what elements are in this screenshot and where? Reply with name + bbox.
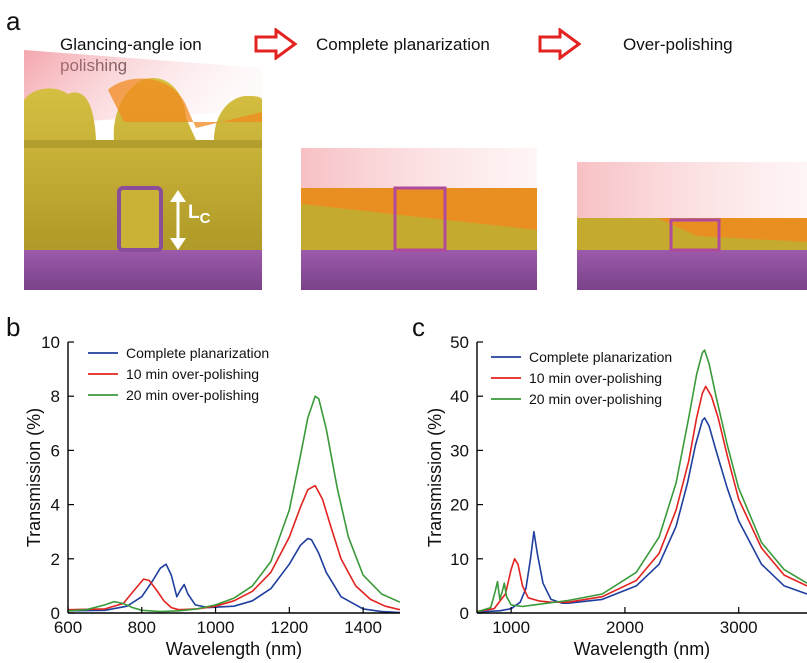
y-tick-label: 0 — [51, 604, 60, 623]
chart-c: 1000 2000 3000 0 10 20 30 40 50 Wavelength (nm) Tr… — [425, 333, 807, 659]
y-tick-label: 8 — [51, 387, 60, 406]
over-polishing-scene — [577, 162, 807, 290]
y-tick-label: 0 — [460, 604, 469, 623]
chart-b: 600 800 1000 1200 1400 0 2 4 6 8 10 Wavelength (nm)… — [24, 333, 400, 659]
panel-a-letter: a — [6, 6, 21, 36]
process-arrow-icon — [254, 28, 298, 60]
x-tick-label: 1000 — [197, 618, 235, 637]
panel-c-letter: c — [412, 312, 425, 342]
legend-label: Complete planarization — [126, 345, 269, 361]
y-tick-label: 50 — [450, 333, 469, 352]
panel-b-letter: b — [6, 312, 21, 342]
step-label-over-polishing: Over-polishing — [623, 35, 733, 54]
x-tick-label: 1000 — [492, 618, 530, 637]
process-arrow-icon — [538, 28, 582, 60]
legend-label: 20 min over-polishing — [126, 387, 259, 403]
ion-polishing-scene — [24, 50, 262, 290]
series-line-2 — [477, 385, 807, 613]
y-tick-label: 40 — [450, 387, 469, 406]
x-axis-label: Wavelength (nm) — [574, 639, 710, 659]
y-axis-label: Transmission (%) — [24, 408, 44, 547]
series-line-2 — [68, 484, 400, 611]
y-tick-label: 10 — [41, 333, 60, 352]
legend-label: 10 min over-polishing — [126, 366, 259, 382]
series-line-3 — [477, 349, 807, 613]
lc-label-main: L — [188, 202, 200, 223]
x-tick-label: 3000 — [720, 618, 758, 637]
x-tick-label: 1400 — [344, 618, 382, 637]
series-line-1 — [477, 417, 807, 613]
lc-dimension-arrow-icon — [170, 190, 186, 250]
x-tick-label: 800 — [128, 618, 156, 637]
y-tick-label: 4 — [51, 496, 60, 515]
complete-planarization-scene — [301, 148, 537, 290]
x-tick-label: 2000 — [606, 618, 644, 637]
lc-label: LC — [188, 202, 210, 227]
legend-label: Complete planarization — [529, 349, 672, 365]
y-axis-label: Transmission (%) — [425, 408, 445, 547]
y-tick-label: 10 — [450, 550, 469, 569]
y-tick-label: 6 — [51, 441, 60, 460]
x-axis-label: Wavelength (nm) — [166, 639, 302, 659]
legend-label: 10 min over-polishing — [529, 370, 662, 386]
y-tick-label: 20 — [450, 496, 469, 515]
lc-label-sub: C — [199, 209, 211, 227]
y-tick-label: 2 — [51, 550, 60, 569]
step-label-complete-planarization: Complete planarization — [316, 35, 490, 54]
x-tick-label: 600 — [54, 618, 82, 637]
x-tick-label: 1200 — [270, 618, 308, 637]
legend-label: 20 min over-polishing — [529, 391, 662, 407]
y-tick-label: 30 — [450, 441, 469, 460]
series-line-3 — [68, 395, 400, 613]
